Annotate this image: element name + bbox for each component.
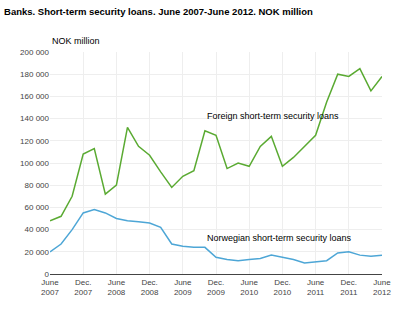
svg-text:40 000: 40 000 [25, 225, 50, 234]
svg-text:June2008: June2008 [108, 278, 126, 297]
svg-text:200 000: 200 000 [20, 48, 49, 57]
svg-text:20 000: 20 000 [25, 248, 50, 257]
svg-text:Dec.2010: Dec.2010 [274, 278, 292, 297]
svg-text:140 000: 140 000 [20, 114, 49, 123]
svg-text:180 000: 180 000 [20, 70, 49, 79]
svg-text:June2011: June2011 [307, 278, 325, 297]
svg-text:100 000: 100 000 [20, 159, 49, 168]
svg-text:June2012: June2012 [373, 278, 391, 297]
svg-text:60 000: 60 000 [25, 203, 50, 212]
svg-text:Banks. Short-term security loa: Banks. Short-term security loans. June 2… [4, 6, 313, 17]
svg-text:Dec.2009: Dec.2009 [207, 278, 225, 297]
svg-text:Dec.2007: Dec.2007 [74, 278, 92, 297]
svg-text:Dec.2011: Dec.2011 [340, 278, 358, 297]
svg-text:Norwegian short-term security: Norwegian short-term security loans [207, 233, 352, 243]
svg-text:Foreign short-term security lo: Foreign short-term security loans [207, 111, 339, 121]
svg-text:NOK million: NOK million [52, 36, 100, 46]
svg-text:120 000: 120 000 [20, 137, 49, 146]
svg-text:Dec.2008: Dec.2008 [141, 278, 159, 297]
svg-text:June2007: June2007 [41, 278, 59, 297]
svg-text:80 000: 80 000 [25, 181, 50, 190]
svg-text:June2010: June2010 [240, 278, 258, 297]
svg-text:0: 0 [45, 270, 50, 279]
svg-text:160 000: 160 000 [20, 92, 49, 101]
svg-text:June2009: June2009 [174, 278, 192, 297]
